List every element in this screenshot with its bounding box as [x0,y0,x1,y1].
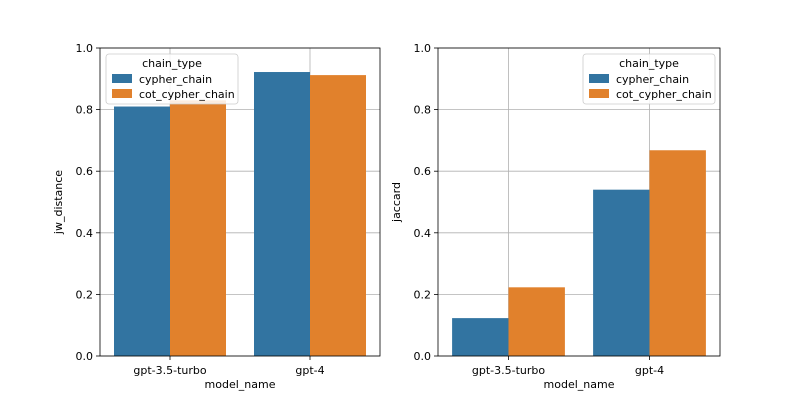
bar-cypher-chain-gpt-3-5-turbo [452,318,509,356]
legend-label-cypher-chain: cypher_chain [616,73,689,86]
y-tick-label: 0.6 [414,165,432,178]
legend-box [582,53,716,105]
y-tick-label: 0.6 [76,165,94,178]
x-tick-label: gpt-3.5-turbo [133,364,206,377]
legend-title: chain_type [619,57,679,70]
y-axis-label: jaccard [390,182,403,223]
legend-swatch-cot-cypher-chain [589,89,609,98]
bar-cypher-chain-gpt-4 [593,189,650,356]
y-tick-label: 0.8 [76,104,94,117]
y-tick-label: 0.0 [76,350,94,363]
bar-cypher-chain-gpt-4 [254,72,310,357]
x-tick-label: gpt-4 [635,364,664,377]
y-axis-label: jw_distance [52,170,65,235]
legend-title: chain_type [142,57,202,70]
x-tick-label: gpt-4 [295,364,324,377]
legend-label-cypher-chain: cypher_chain [139,73,212,86]
x-tick-label: gpt-3.5-turbo [472,364,545,377]
bar-cot-cypher-chain-gpt-4 [649,150,706,356]
x-axis-label: model_name [205,378,276,391]
legend-label-cot-cypher-chain: cot_cypher_chain [139,88,235,101]
legend-label-cot-cypher-chain: cot_cypher_chain [616,88,712,101]
bar-cypher-chain-gpt-3-5-turbo [114,106,170,357]
y-tick-label: 0.4 [414,227,432,240]
y-tick-label: 0.0 [414,350,432,363]
legend-swatch-cypher-chain [589,74,609,83]
y-tick-label: 0.2 [76,288,94,301]
x-axis-label: model_name [544,378,615,391]
y-tick-label: 1.0 [414,42,432,55]
axes-frame [437,47,721,357]
chart-jw-distance: 0.0 0.2 0.4 0.6 0.8 1.0 gpt-3.5-turbo gpt-4 mode… [52,42,381,391]
legend-swatch-cypher-chain [112,74,132,83]
y-tick-label: 1.0 [76,42,94,55]
legend-swatch-cot-cypher-chain [112,89,132,98]
chart-jaccard: 0.0 0.2 0.4 0.6 0.8 1.0 gpt-3.5-turbo gpt-4 mode… [390,42,721,391]
y-tick-label: 0.4 [76,227,94,240]
y-tick-label: 0.2 [414,288,432,301]
bar-cot-cypher-chain-gpt-3-5-turbo [508,287,565,356]
axes-frame [99,47,381,357]
y-tick-label: 0.8 [414,104,432,117]
bar-cot-cypher-chain-gpt-4 [310,75,366,356]
legend-box [105,53,239,105]
bar-cot-cypher-chain-gpt-3-5-turbo [170,100,226,356]
